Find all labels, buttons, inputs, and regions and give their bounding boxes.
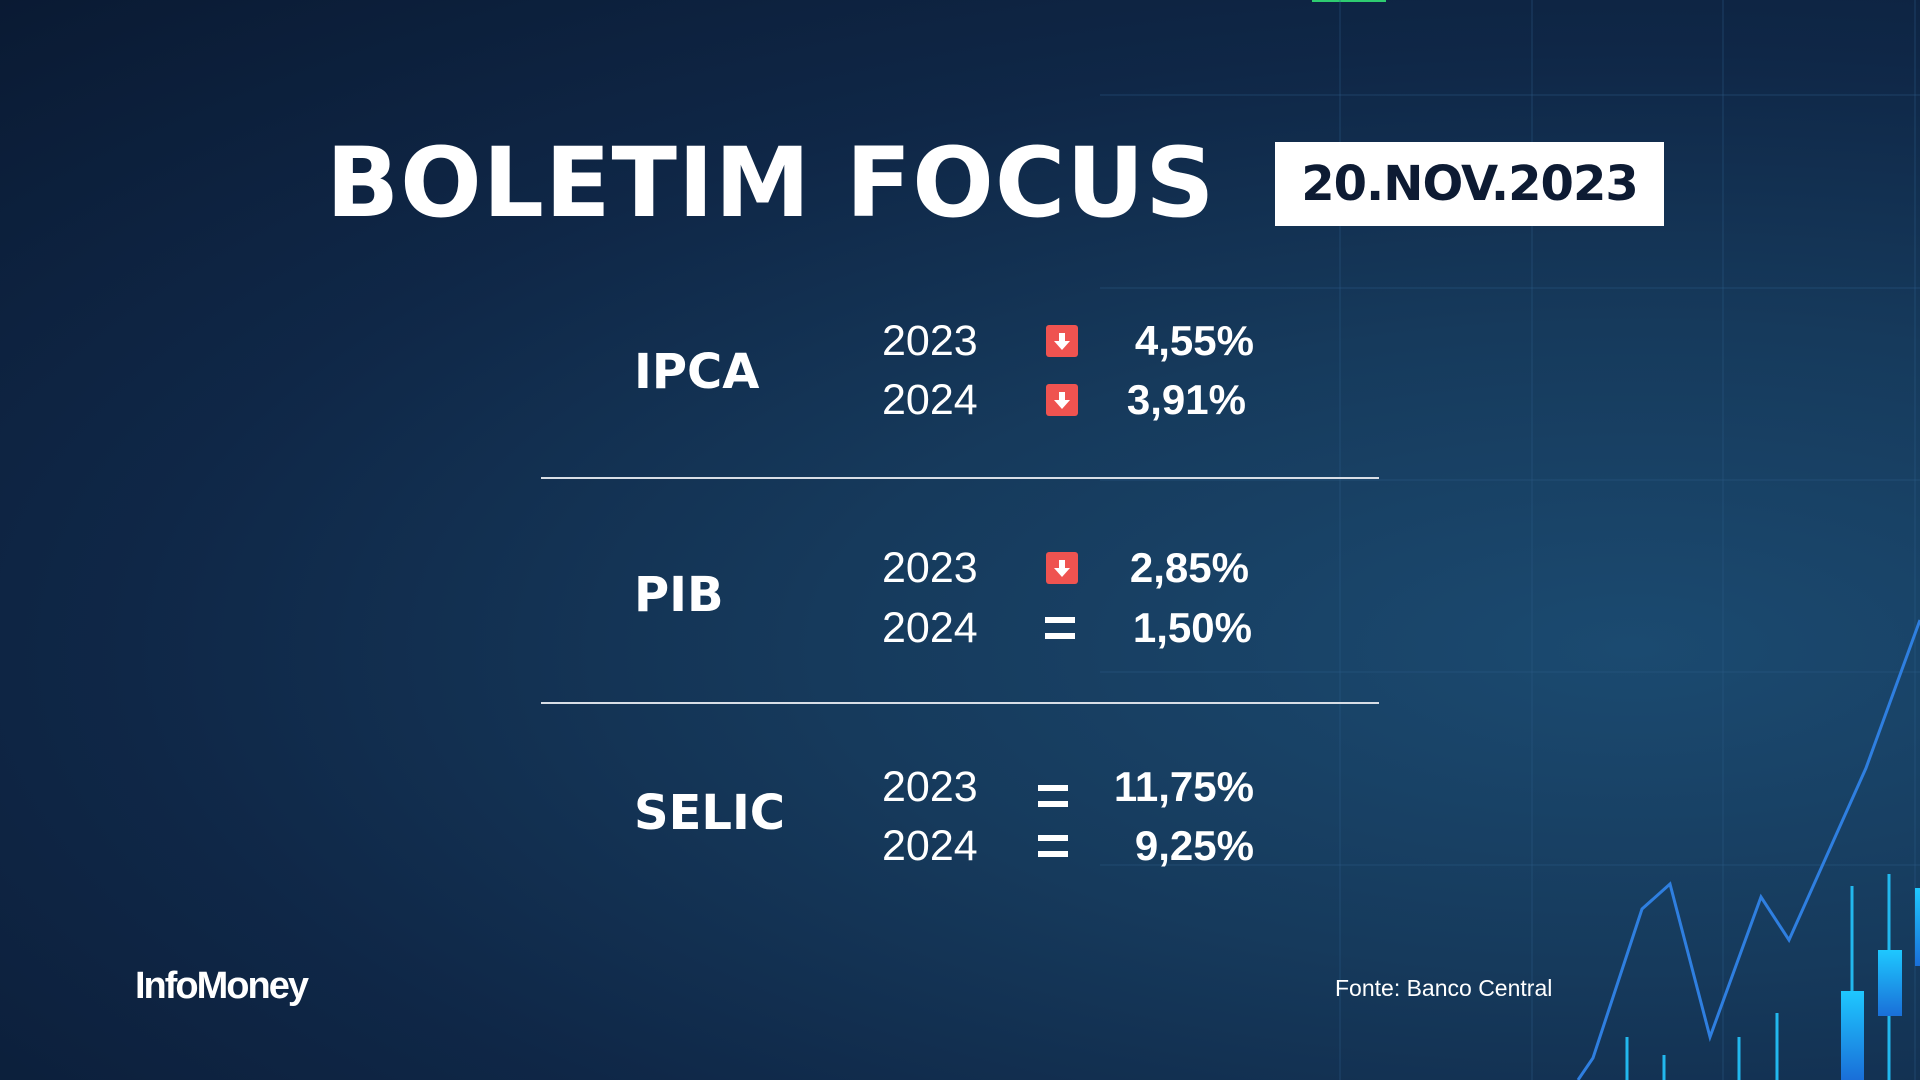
year: 2024 [882,822,978,870]
page-title: BOLETIM FOCUS [326,127,1216,239]
equal-icon [1038,785,1068,807]
equal-icon [1038,835,1068,857]
date-badge: 20.NOV.2023 [1275,142,1664,226]
value: 9,25% [1134,822,1254,869]
indicator-label-pib: PIB [634,567,724,623]
equal-icon [1045,617,1075,639]
divider [541,702,1379,704]
candle-body [1915,888,1920,966]
candle-body [1878,950,1902,1016]
infomoney-logo: InfoMoney [135,965,309,1007]
value: 3,91% [1126,376,1246,423]
year: 2023 [882,317,978,365]
top-accent-bar [1312,0,1386,2]
year: 2023 [882,544,978,592]
trend-line [1576,619,1920,1080]
year: 2024 [882,376,978,424]
divider [541,477,1379,479]
source-note: Fonte: Banco Central [1335,975,1553,1001]
value: 11,75% [1113,763,1254,810]
value: 2,85% [1129,544,1249,591]
candle-body [1841,991,1864,1080]
date-text: 20.NOV.2023 [1301,156,1639,212]
indicator-label-ipca: IPCA [634,344,760,400]
indicator-label-selic: SELIC [634,785,786,841]
down-arrow-icon [1046,384,1078,416]
value: 1,50% [1132,604,1252,651]
year: 2023 [882,763,978,811]
down-arrow-icon [1046,325,1078,357]
year: 2024 [882,604,978,652]
value: 4,55% [1134,317,1254,364]
down-arrow-icon [1046,552,1078,584]
